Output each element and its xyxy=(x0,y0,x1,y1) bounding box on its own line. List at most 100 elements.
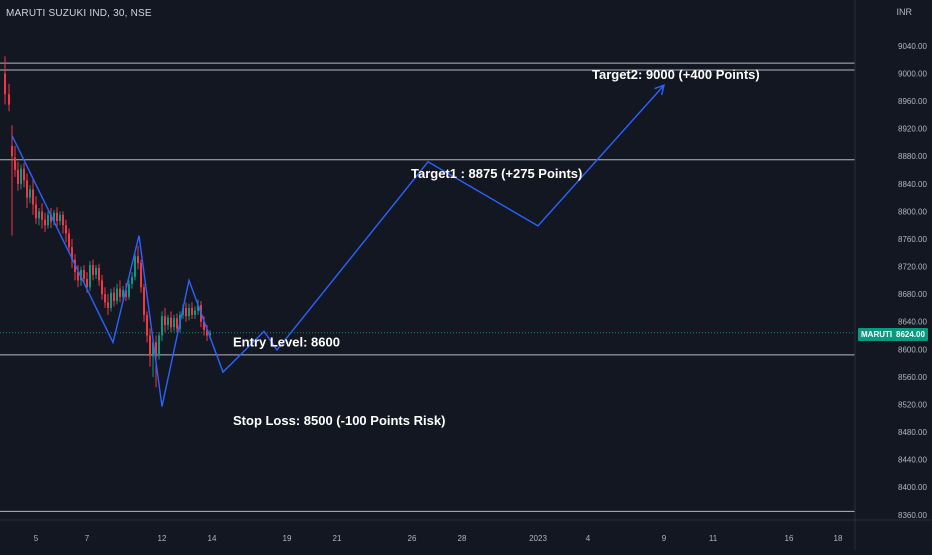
candle xyxy=(98,263,100,286)
candle xyxy=(77,265,79,288)
candle-body xyxy=(65,225,67,234)
candle-body xyxy=(164,316,166,326)
price-tick-label: 8360.00 xyxy=(898,511,927,520)
time-tick-label: 26 xyxy=(408,534,417,543)
candle-body xyxy=(50,214,52,222)
candle-body xyxy=(32,189,34,205)
candle xyxy=(71,238,73,268)
candle xyxy=(119,280,121,303)
candle xyxy=(47,211,49,229)
candle-body xyxy=(83,270,85,279)
candle-body xyxy=(107,302,109,308)
candle xyxy=(17,161,19,191)
candle-body xyxy=(8,94,10,105)
candle-body xyxy=(41,211,43,220)
candle xyxy=(149,328,151,367)
candle-body xyxy=(101,280,103,295)
candle-body xyxy=(95,267,97,275)
price-tick-label: 8720.00 xyxy=(898,263,927,272)
candle xyxy=(41,203,43,229)
annotation-label: Target1 : 8875 (+275 Points) xyxy=(411,166,582,181)
candle xyxy=(194,306,196,319)
candle-body xyxy=(173,318,175,328)
candle-body xyxy=(35,204,37,219)
candle-body xyxy=(68,233,70,248)
time-tick-label: 7 xyxy=(85,534,90,543)
annotation-label: Stop Loss: 8500 (-100 Points Risk) xyxy=(233,413,445,428)
candle-body xyxy=(26,180,28,198)
candle-body xyxy=(38,211,40,219)
candle xyxy=(8,83,10,112)
time-tick-label: 2023 xyxy=(529,534,547,543)
time-tick-label: 9 xyxy=(662,534,667,543)
symbol-title: MARUTI SUZUKI IND, 30, NSE xyxy=(6,8,152,19)
candle-body xyxy=(77,272,79,281)
candle-body xyxy=(110,292,112,308)
candles xyxy=(4,56,211,388)
price-tick-label: 8800.00 xyxy=(898,207,927,216)
candle-body xyxy=(86,278,88,288)
candle-body xyxy=(185,307,187,317)
candle-body xyxy=(104,294,106,303)
candle-body xyxy=(197,305,199,311)
candle xyxy=(35,196,37,224)
candle xyxy=(59,211,61,226)
candle xyxy=(101,274,103,300)
candle xyxy=(173,314,175,332)
candle-body xyxy=(188,307,190,317)
projection-path xyxy=(11,84,665,407)
time-axis: 5 7 12 14 19 21 26 28 2023 4 9 11 16 18 xyxy=(34,534,843,543)
candle xyxy=(164,307,166,333)
candle xyxy=(116,283,118,305)
candle-body xyxy=(176,318,178,329)
time-tick-label: 14 xyxy=(208,534,217,543)
candle xyxy=(14,145,16,177)
candle xyxy=(62,211,64,234)
price-tick-label: 8400.00 xyxy=(898,483,927,492)
price-tick-label: 8880.00 xyxy=(898,152,927,161)
candle xyxy=(23,163,25,188)
price-tick-label: 8520.00 xyxy=(898,400,927,409)
price-tick-label: 8920.00 xyxy=(898,125,927,134)
candle xyxy=(4,56,6,105)
candle-body xyxy=(137,256,139,264)
candle xyxy=(95,265,97,279)
candle-body xyxy=(71,247,73,260)
candle-body xyxy=(203,321,205,330)
candle xyxy=(107,294,109,315)
price-tick-label: 8960.00 xyxy=(898,97,927,106)
horizontal-levels xyxy=(0,62,855,512)
time-tick-label: 21 xyxy=(333,534,342,543)
candle-body xyxy=(140,263,142,288)
price-axis: 9040.00 9000.00 8960.00 8920.00 8880.00 8840.… xyxy=(898,42,927,520)
candle xyxy=(152,338,154,377)
currency-label: INR xyxy=(896,7,913,17)
candle-body xyxy=(131,276,133,284)
candle-body xyxy=(125,290,127,297)
candle xyxy=(188,303,190,321)
candle xyxy=(65,219,67,243)
arrow-head-icon xyxy=(654,84,665,96)
candle xyxy=(167,314,169,330)
candle-body xyxy=(128,283,130,297)
candle xyxy=(44,212,46,233)
candle-body xyxy=(89,265,91,288)
candle xyxy=(161,311,163,342)
time-tick-label: 5 xyxy=(34,534,39,543)
candle xyxy=(143,283,145,322)
candle xyxy=(170,311,172,333)
candle xyxy=(185,302,187,322)
candle xyxy=(92,259,94,281)
candle-body xyxy=(92,265,94,275)
time-tick-label: 4 xyxy=(586,534,591,543)
time-tick-label: 16 xyxy=(785,534,794,543)
candle xyxy=(137,245,139,270)
candle-body xyxy=(167,317,169,326)
candle-body xyxy=(209,332,211,336)
candle xyxy=(158,332,160,360)
candle-body xyxy=(143,287,145,315)
candle-body xyxy=(17,170,19,184)
candle xyxy=(128,280,130,300)
